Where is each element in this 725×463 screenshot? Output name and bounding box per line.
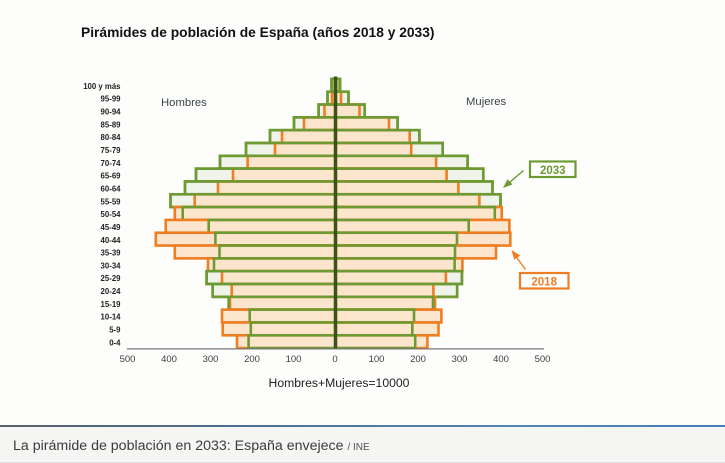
svg-text:300: 300 (452, 354, 468, 365)
svg-text:10-14: 10-14 (101, 313, 122, 322)
svg-text:100: 100 (286, 354, 302, 365)
svg-text:500: 500 (120, 354, 136, 365)
svg-text:20-24: 20-24 (101, 287, 122, 296)
svg-text:Hombres+Mujeres=10000: Hombres+Mujeres=10000 (269, 376, 410, 390)
svg-text:2033: 2033 (540, 165, 566, 177)
svg-text:80-84: 80-84 (101, 133, 122, 142)
svg-text:75-79: 75-79 (101, 146, 122, 155)
svg-text:40-44: 40-44 (101, 236, 122, 245)
svg-text:70-74: 70-74 (101, 159, 122, 168)
svg-text:65-69: 65-69 (101, 172, 122, 181)
svg-text:200: 200 (244, 354, 260, 365)
svg-text:5-9: 5-9 (109, 326, 121, 335)
svg-text:60-64: 60-64 (101, 185, 122, 194)
svg-text:400: 400 (161, 354, 177, 365)
svg-text:90-94: 90-94 (101, 108, 122, 117)
svg-text:0-4: 0-4 (109, 338, 121, 347)
svg-text:0: 0 (332, 354, 337, 365)
svg-text:25-29: 25-29 (101, 274, 122, 283)
svg-text:200: 200 (410, 354, 426, 365)
svg-text:2018: 2018 (531, 276, 557, 288)
svg-text:15-19: 15-19 (101, 300, 122, 309)
svg-text:Hombres: Hombres (161, 97, 207, 109)
svg-text:85-89: 85-89 (101, 120, 122, 129)
svg-text:100 y más: 100 y más (83, 82, 121, 91)
svg-text:500: 500 (535, 354, 551, 365)
svg-text:Mujeres: Mujeres (466, 96, 507, 108)
svg-text:45-49: 45-49 (101, 223, 122, 232)
svg-text:400: 400 (493, 354, 509, 365)
svg-text:95-99: 95-99 (101, 95, 122, 104)
svg-text:300: 300 (203, 354, 219, 365)
svg-text:100: 100 (369, 354, 385, 365)
svg-text:55-59: 55-59 (101, 197, 122, 206)
svg-text:30-34: 30-34 (101, 261, 122, 270)
svg-text:35-39: 35-39 (101, 249, 122, 258)
svg-text:50-54: 50-54 (101, 210, 122, 219)
